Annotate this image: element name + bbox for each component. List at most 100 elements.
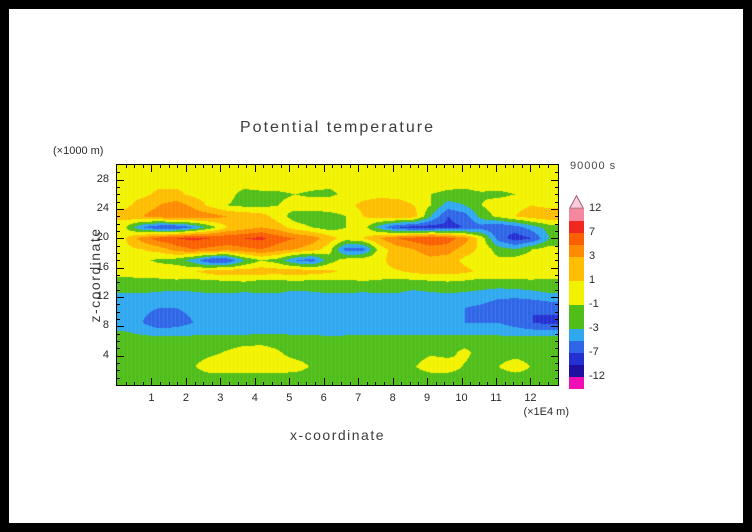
- y-tick-label: 4: [102, 348, 109, 361]
- x-axis-tick: [462, 378, 463, 385]
- x-axis-tick: [479, 382, 480, 385]
- x-axis-tick: [281, 382, 282, 385]
- y-tick-label: 12: [96, 290, 109, 302]
- y-axis-tick: [555, 363, 558, 364]
- x-axis-tick: [298, 165, 299, 168]
- x-axis-tick: [513, 382, 514, 385]
- x-axis-tick: [358, 165, 359, 172]
- y-axis-tick: [117, 341, 120, 342]
- y-axis-tick: [117, 231, 120, 232]
- x-axis-tick: [126, 382, 127, 385]
- x-axis-tick: [548, 382, 549, 385]
- x-axis-tick: [238, 165, 239, 168]
- x-axis-tick: [384, 382, 385, 385]
- x-axis-tick: [367, 382, 368, 385]
- x-axis-tick: [324, 165, 325, 172]
- x-axis-tick: [513, 165, 514, 168]
- x-axis-tick: [169, 382, 170, 385]
- x-axis-tick: [246, 382, 247, 385]
- y-axis-tick: [555, 172, 558, 173]
- x-axis-tick: [315, 382, 316, 385]
- x-axis-tick: [427, 165, 428, 172]
- y-axis-tick: [555, 202, 558, 203]
- heatmap-canvas: [117, 165, 558, 385]
- x-axis-tick: [427, 378, 428, 385]
- y-axis-tick: [117, 224, 120, 225]
- y-axis-tick: [117, 253, 120, 254]
- x-tick-label: 6: [320, 392, 327, 404]
- colorbar-segment: [569, 209, 584, 221]
- y-axis-tick: [117, 312, 120, 313]
- y-axis-tick: [551, 268, 558, 269]
- x-axis-tick: [539, 165, 540, 168]
- x-tick-label: 3: [217, 392, 224, 404]
- y-axis-tick: [117, 378, 120, 379]
- x-axis-tick: [444, 165, 445, 168]
- colorbar-tick-label: -3: [589, 322, 599, 334]
- y-tick-label: 24: [96, 202, 109, 214]
- y-axis-tick: [551, 356, 558, 357]
- y-axis-tick: [117, 297, 124, 298]
- colorbar-tick-label: -7: [589, 346, 599, 358]
- x-axis-tick: [401, 165, 402, 168]
- x-axis-tick: [289, 165, 290, 172]
- y-axis-tick: [117, 282, 120, 283]
- y-tick-label: 8: [102, 319, 109, 332]
- colorbar-segment: [569, 353, 584, 365]
- x-axis-tick: [375, 382, 376, 385]
- x-axis-tick: [470, 382, 471, 385]
- x-tick-label: 7: [355, 392, 362, 404]
- y-axis-tick: [551, 238, 558, 239]
- x-axis-tick: [505, 165, 506, 168]
- y-axis-tick: [551, 326, 558, 327]
- colorbar-overflow-arrow: [568, 194, 585, 209]
- x-axis-tick: [410, 382, 411, 385]
- x-axis-tick: [315, 165, 316, 168]
- colorbar-segment: [569, 341, 584, 353]
- x-axis-tick: [177, 165, 178, 168]
- x-axis-tick: [436, 165, 437, 168]
- x-axis-tick: [418, 165, 419, 168]
- x-axis-tick: [453, 165, 454, 168]
- colorbar-segment: [569, 281, 584, 305]
- x-axis-tick: [134, 382, 135, 385]
- y-axis-tick: [555, 194, 558, 195]
- x-axis-tick: [298, 382, 299, 385]
- colorbar-segment: [569, 305, 584, 329]
- plot-title: Potential temperature: [240, 119, 435, 136]
- y-axis-tick: [555, 224, 558, 225]
- colorbar-segment: [569, 377, 584, 389]
- y-axis-tick: [117, 202, 120, 203]
- x-tick-label: 12: [524, 392, 537, 404]
- x-axis-tick: [496, 378, 497, 385]
- x-axis-tick: [470, 165, 471, 168]
- colorbar-tick-label: 12: [589, 202, 602, 214]
- x-axis-tick: [539, 382, 540, 385]
- x-axis-tick: [358, 378, 359, 385]
- x-tick-label: 2: [182, 392, 189, 404]
- x-axis-tick: [505, 382, 506, 385]
- y-axis-tick: [117, 363, 120, 364]
- y-axis-tick: [555, 260, 558, 261]
- colorbar-segment: [569, 245, 584, 257]
- x-axis-tick: [410, 165, 411, 168]
- y-axis-tick: [117, 304, 120, 305]
- colorbar-segment: [569, 365, 584, 377]
- x-axis-tick: [487, 382, 488, 385]
- y-axis-tick: [555, 253, 558, 254]
- colorbar: 12 7 3 1 -1 -3 -7 -12: [568, 194, 605, 389]
- y-axis-tick: [555, 304, 558, 305]
- x-axis-tick: [263, 382, 264, 385]
- x-axis-tick: [229, 382, 230, 385]
- x-axis-tick: [134, 165, 135, 168]
- x-axis-tick: [263, 165, 264, 168]
- colorbar-segment: [569, 257, 584, 281]
- y-axis-tick: [551, 180, 558, 181]
- x-axis-tick: [289, 378, 290, 385]
- x-axis-tick: [522, 382, 523, 385]
- x-axis-tick: [393, 165, 394, 172]
- y-axis-tick: [555, 187, 558, 188]
- x-axis-tick: [126, 165, 127, 168]
- x-axis-tick: [186, 165, 187, 172]
- colorbar-segment: [569, 221, 584, 233]
